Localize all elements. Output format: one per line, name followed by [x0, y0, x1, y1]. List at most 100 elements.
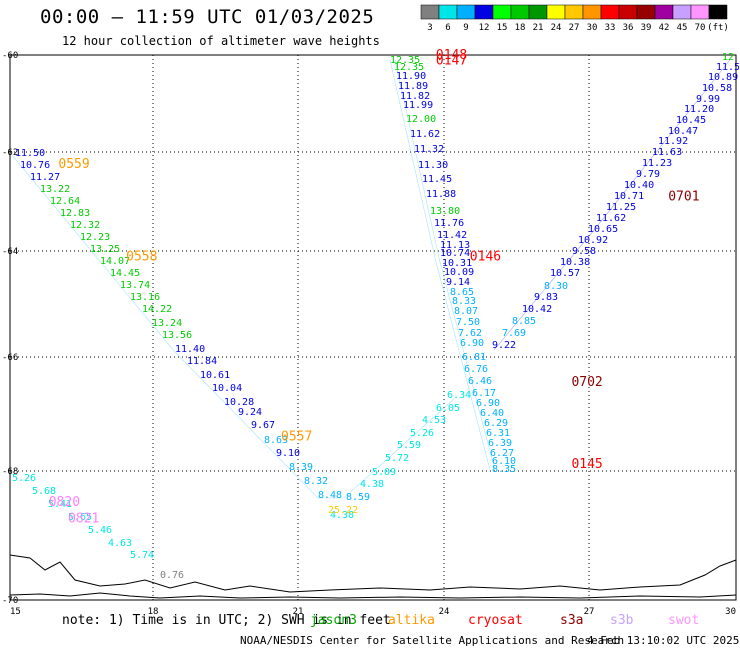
satellite-name: altika [388, 613, 435, 628]
pass-id-label: 0148 [436, 48, 467, 63]
wave-height-value: 10.31 [442, 258, 472, 269]
wave-height-value: 5.72 [385, 453, 409, 464]
y-tick-label: -64 [2, 247, 18, 257]
legend-swatch [654, 4, 674, 20]
pass-id-label: 0821 [68, 511, 99, 526]
wave-height-value: 10.09 [444, 267, 474, 278]
y-tick-label: -68 [2, 467, 18, 477]
wave-height-value: 8.07 [454, 306, 478, 317]
wave-height-value: 8.65 [450, 287, 474, 298]
wave-height-value: 9.67 [251, 420, 275, 431]
map-grid [9, 54, 737, 601]
wave-height-value: 5.74 [130, 550, 154, 561]
pass-id-label: 0701 [668, 190, 699, 205]
x-tick-labels: 15 18 21 24 27 30 [10, 607, 736, 617]
wave-height-value: 6.05 [436, 403, 460, 414]
legend-swatch [672, 4, 692, 20]
wave-height-value: 11.32 [414, 144, 444, 155]
wave-height-value: 8.59 [346, 492, 370, 503]
wave-height-labels: 11.5010.7611.2713.2212.6412.8312.3212.23… [12, 52, 740, 581]
wave-height-value: 11.5 [716, 62, 740, 73]
wave-height-value: 9.24 [238, 407, 262, 418]
wave-height-value: 7.50 [456, 317, 480, 328]
wave-height-value: 11.92 [658, 136, 688, 147]
color-legend: 3 6 9 12 15 18 21 24 27 30 33 36 39 42 45 70 (ft) [420, 4, 729, 33]
legend-label: 42 [659, 23, 670, 33]
wave-height-value: 8.30 [544, 281, 568, 292]
wave-height-value: 11.82 [400, 91, 430, 102]
wave-height-value: 12.64 [50, 196, 80, 207]
wave-height-value: 6.17 [472, 388, 496, 399]
legend-label: 30 [587, 23, 598, 33]
legend-swatch [474, 4, 494, 20]
wave-height-value: 10.65 [588, 224, 618, 235]
wave-height-value: 11.30 [418, 160, 448, 171]
wave-height-value: 6.31 [486, 428, 510, 439]
wave-height-value: 4.38 [330, 510, 354, 521]
legend-swatch [510, 4, 530, 20]
pass-id-label: 0146 [470, 250, 501, 265]
wave-height-value: 11.23 [642, 158, 672, 169]
wave-height-value: 10.76 [20, 160, 50, 171]
wave-height-value: 6.34 [447, 390, 471, 401]
wave-height-value: 9.14 [446, 277, 470, 288]
wave-height-value: 11.88 [426, 189, 456, 200]
coastline-path [9, 554, 737, 593]
wave-height-value: 5.59 [397, 440, 421, 451]
wave-height-value: 11.50 [15, 148, 45, 159]
wave-height-value: 10.74 [440, 248, 470, 259]
wave-height-value: 10.42 [522, 304, 552, 315]
wave-height-value: 25.22 [328, 505, 358, 516]
wave-height-value: 13.56 [162, 330, 192, 341]
wave-height-value: 11.76 [434, 218, 464, 229]
legend-swatch [528, 4, 548, 20]
ice-shelf-path [9, 592, 737, 599]
wave-height-value: 5.68 [32, 486, 56, 497]
wave-height-value: 4.38 [360, 479, 384, 490]
wave-height-value: 6.39 [488, 438, 512, 449]
wave-height-value: 10.38 [560, 257, 590, 268]
wave-height-value: 11.84 [187, 356, 217, 367]
coastline [9, 554, 737, 599]
wave-height-value: 11.62 [410, 129, 440, 140]
wave-height-value: 11.40 [175, 344, 205, 355]
satellite-name: s3b [610, 613, 634, 628]
pass-id-label: 0145 [571, 457, 602, 472]
legend-swatch [618, 4, 638, 20]
legend-swatch [564, 4, 584, 20]
wave-height-value: 12.35 [394, 62, 424, 73]
ground-track [394, 59, 496, 471]
wave-height-value: 11.62 [596, 213, 626, 224]
legend-swatch [690, 4, 710, 20]
wave-height-value: 10.92 [578, 235, 608, 246]
wave-height-value: 6.27 [490, 448, 514, 459]
x-tick-label: 24 [439, 607, 450, 617]
wave-height-value: 13.80 [430, 206, 460, 217]
wave-height-value: 10.40 [624, 180, 654, 191]
wave-height-value: 11.42 [437, 230, 467, 241]
legend-swatch [456, 4, 476, 20]
legend-swatch [708, 4, 728, 20]
wave-height-value: 11.27 [30, 172, 60, 183]
wave-height-value: 11.90 [396, 71, 426, 82]
legend-label: 45 [677, 23, 688, 33]
satellite-name: swot [668, 613, 700, 628]
wave-height-value: 8.48 [318, 490, 342, 501]
wave-height-value: 13.24 [152, 318, 182, 329]
wave-height-value: 13.74 [120, 280, 150, 291]
y-tick-labels: -60 -62 -64 -66 -68 -70 [2, 51, 18, 606]
legend-label: 21 [533, 23, 544, 33]
wave-height-value: 5.09 [372, 467, 396, 478]
wave-height-value: 10.47 [668, 126, 698, 137]
pass-id-label: 0559 [58, 157, 89, 172]
wave-height-value: 6.90 [460, 338, 484, 349]
legend-swatch [492, 4, 512, 20]
wave-height-value: 6.76 [464, 364, 488, 375]
wave-height-value: 12 [722, 52, 734, 63]
footer-note: note: 1) Time is in UTC; 2) SWH is in fe… [62, 613, 391, 628]
wave-height-value: 0.76 [160, 570, 184, 581]
legend-label: 70 [695, 23, 706, 33]
wave-height-value: 8.39 [289, 462, 313, 473]
